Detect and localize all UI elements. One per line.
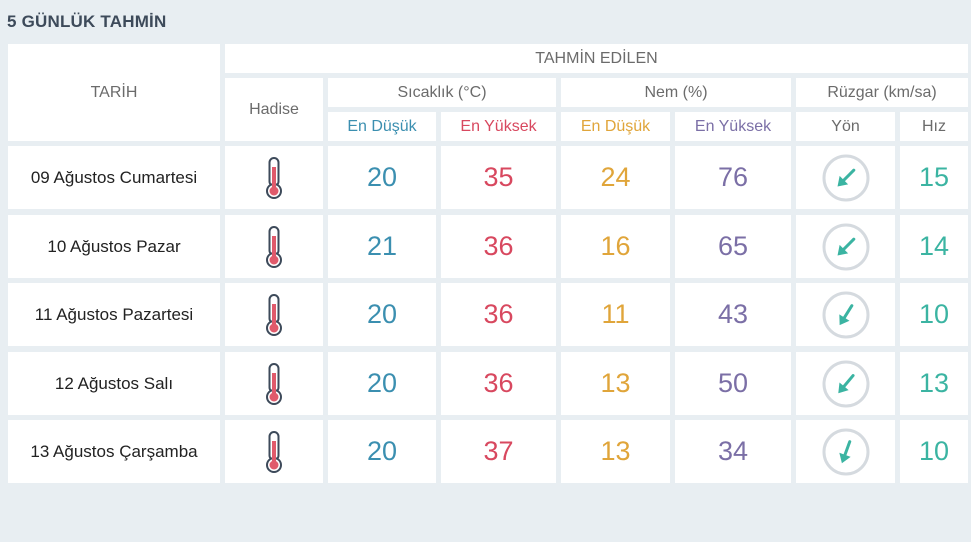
wind-speed-value: 15 — [900, 146, 968, 209]
thermometer-icon — [225, 352, 323, 415]
subheader-hum-min: En Düşük — [561, 112, 670, 141]
temp-max-value: 36 — [441, 352, 556, 415]
humidity-min-value: 13 — [561, 352, 670, 415]
header-tarih: TARİH — [8, 44, 220, 141]
header-nem: Nem (%) — [561, 78, 791, 107]
wind-speed-value: 10 — [900, 420, 968, 483]
header-hadise: Hadise — [225, 78, 323, 141]
wind-direction-icon — [796, 146, 895, 209]
humidity-max-value: 34 — [675, 420, 791, 483]
temp-max-value: 35 — [441, 146, 556, 209]
subheader-temp-max: En Yüksek — [441, 112, 556, 141]
wind-speed-value: 14 — [900, 215, 968, 278]
wind-direction-icon — [796, 420, 895, 483]
humidity-min-value: 24 — [561, 146, 670, 209]
row-date: 12 Ağustos Salı — [8, 352, 220, 415]
thermometer-icon — [225, 283, 323, 346]
humidity-max-value: 43 — [675, 283, 791, 346]
wind-direction-icon — [796, 215, 895, 278]
wind-direction-icon — [796, 283, 895, 346]
humidity-min-value: 13 — [561, 420, 670, 483]
thermometer-icon — [225, 215, 323, 278]
wind-speed-value: 13 — [900, 352, 968, 415]
wind-direction-icon — [796, 352, 895, 415]
humidity-max-value: 65 — [675, 215, 791, 278]
temp-min-value: 20 — [328, 352, 436, 415]
humidity-max-value: 76 — [675, 146, 791, 209]
row-date: 10 Ağustos Pazar — [8, 215, 220, 278]
humidity-min-value: 11 — [561, 283, 670, 346]
subheader-hiz: Hız — [900, 112, 968, 141]
subheader-yon: Yön — [796, 112, 895, 141]
subheader-hum-max: En Yüksek — [675, 112, 791, 141]
humidity-min-value: 16 — [561, 215, 670, 278]
row-date: 11 Ağustos Pazartesi — [8, 283, 220, 346]
temp-min-value: 20 — [328, 146, 436, 209]
header-ruzgar: Rüzgar (km/sa) — [796, 78, 968, 107]
temp-max-value: 37 — [441, 420, 556, 483]
temp-max-value: 36 — [441, 215, 556, 278]
header-tahmin-edilen: TAHMİN EDİLEN — [225, 44, 968, 73]
page-title: 5 GÜNLÜK TAHMİN — [7, 12, 167, 31]
temp-max-value: 36 — [441, 283, 556, 346]
humidity-max-value: 50 — [675, 352, 791, 415]
thermometer-icon — [225, 420, 323, 483]
wind-speed-value: 10 — [900, 283, 968, 346]
subheader-temp-min: En Düşük — [328, 112, 436, 141]
row-date: 09 Ağustos Cumartesi — [8, 146, 220, 209]
thermometer-icon — [225, 146, 323, 209]
row-date: 13 Ağustos Çarşamba — [8, 420, 220, 483]
temp-min-value: 20 — [328, 420, 436, 483]
temp-min-value: 20 — [328, 283, 436, 346]
temp-min-value: 21 — [328, 215, 436, 278]
header-sicaklik: Sıcaklık (°C) — [328, 78, 556, 107]
